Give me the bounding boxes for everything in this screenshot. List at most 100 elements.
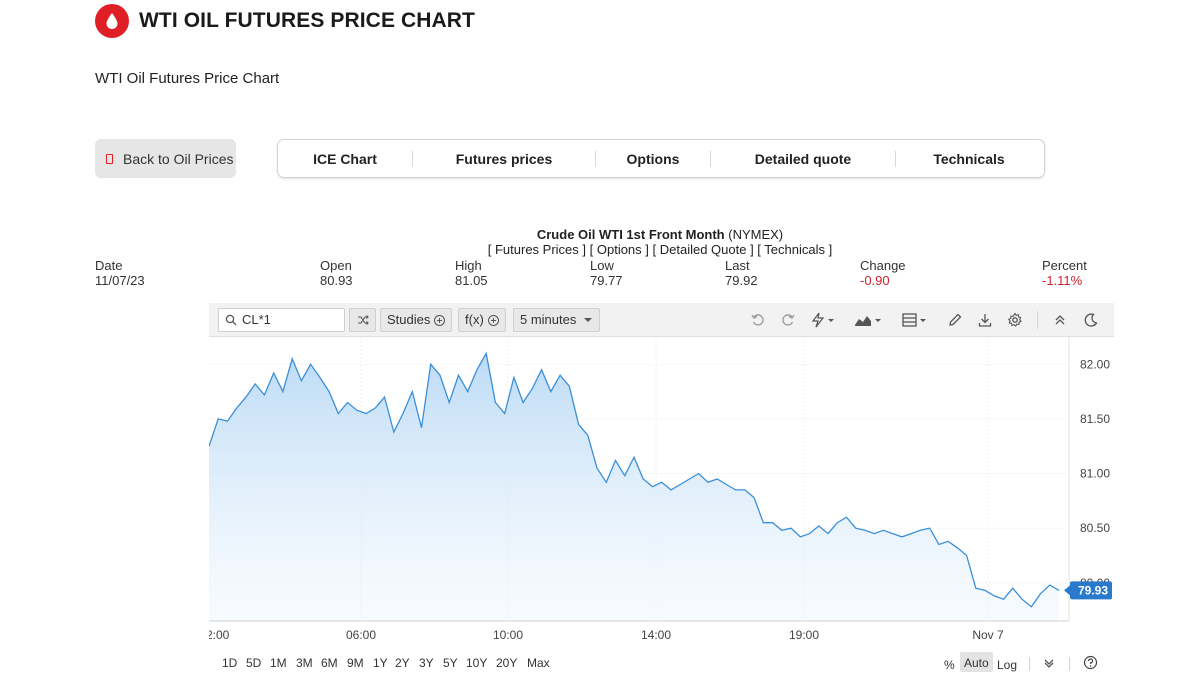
- toolbar-divider: [1037, 311, 1038, 329]
- tab-technicals[interactable]: Technicals: [933, 150, 1005, 167]
- stat-value: -1.11%: [1042, 273, 1083, 288]
- stat-last: Last 79.92: [725, 258, 758, 288]
- x-tick-label: 14:00: [641, 628, 671, 642]
- range-max[interactable]: Max: [527, 656, 550, 670]
- link-technicals[interactable]: Technicals: [764, 242, 825, 257]
- last-price-label: 79.93: [1064, 581, 1112, 600]
- undo-icon[interactable]: [748, 310, 768, 330]
- add-icon: [434, 314, 446, 326]
- oil-drop-icon: [95, 4, 129, 38]
- stat-value: -0.90: [860, 273, 890, 288]
- symbol-value: CL*1: [242, 312, 271, 327]
- stat-label: Low: [590, 258, 614, 273]
- auto-scale-button[interactable]: Auto: [960, 652, 993, 672]
- stat-label: Change: [860, 258, 906, 273]
- range-3y[interactable]: 3Y: [419, 656, 434, 670]
- range-10y[interactable]: 10Y: [466, 656, 488, 670]
- interval-select[interactable]: 5 minutes: [513, 308, 600, 332]
- back-icon: [106, 153, 113, 164]
- range-1y[interactable]: 1Y: [373, 656, 388, 670]
- help-icon[interactable]: [1083, 655, 1098, 675]
- price-area: [209, 353, 1059, 621]
- percent-scale-button[interactable]: %: [944, 658, 955, 672]
- dark-mode-icon[interactable]: [1081, 310, 1101, 330]
- stat-change: Change -0.90: [860, 258, 906, 288]
- x-tick-label: Nov 7: [972, 628, 1004, 642]
- range-divider: [1069, 657, 1070, 671]
- stat-open: Open 80.93: [320, 258, 353, 288]
- tab-divider: [595, 150, 596, 167]
- range-1d[interactable]: 1D: [222, 656, 238, 670]
- stat-label: High: [455, 258, 482, 273]
- chart-widget: CL*1 Studies f(x) 5 minutes: [209, 303, 1114, 645]
- studies-button[interactable]: Studies: [380, 308, 453, 332]
- y-tick-label: 82.00: [1080, 357, 1110, 371]
- range-6m[interactable]: 6M: [321, 656, 338, 670]
- stat-label: Percent: [1042, 258, 1087, 273]
- stat-low: Low 79.77: [590, 258, 623, 288]
- expand-down-icon[interactable]: [1043, 656, 1055, 675]
- settings-icon[interactable]: [1005, 310, 1025, 330]
- studies-label: Studies: [387, 312, 431, 327]
- functions-button[interactable]: f(x): [458, 308, 506, 332]
- functions-label: f(x): [465, 312, 484, 327]
- shuffle-icon: [357, 315, 369, 325]
- chart-type-icon[interactable]: [852, 310, 886, 330]
- pencil-icon[interactable]: [945, 310, 965, 330]
- compare-button[interactable]: [349, 308, 376, 332]
- stat-value: 11/07/23: [95, 273, 145, 288]
- quote-exchange: (NYMEX): [728, 227, 784, 242]
- range-3m[interactable]: 3M: [296, 656, 313, 670]
- stat-label: Date: [95, 258, 123, 273]
- symbol-search-input[interactable]: CL*1: [218, 308, 345, 332]
- range-selector: 1D 5D 1M 3M 6M 9M 1Y 2Y 3Y 5Y 10Y 20Y Ma…: [209, 652, 1114, 675]
- y-tick-label: 80.50: [1080, 521, 1110, 535]
- drawing-tools-icon[interactable]: [809, 310, 839, 330]
- stat-label: Last: [725, 258, 750, 273]
- link-futures-prices[interactable]: Futures Prices: [494, 242, 579, 257]
- stat-value: 81.05: [455, 273, 488, 288]
- range-1m[interactable]: 1M: [270, 656, 287, 670]
- link-detailed-quote[interactable]: Detailed Quote: [659, 242, 747, 257]
- stat-value: 79.77: [590, 273, 623, 288]
- tab-futures-prices[interactable]: Futures prices: [455, 150, 553, 167]
- range-5d[interactable]: 5D: [246, 656, 262, 670]
- x-tick-label: 2:00: [209, 628, 230, 642]
- tab-divider: [895, 150, 896, 167]
- page-title: WTI OIL FUTURES PRICE CHART: [139, 9, 475, 32]
- stat-value: 79.92: [725, 273, 758, 288]
- tab-options[interactable]: Options: [626, 150, 680, 167]
- range-9m[interactable]: 9M: [347, 656, 364, 670]
- layout-icon[interactable]: [899, 310, 933, 330]
- chart-toolbar: CL*1 Studies f(x) 5 minutes: [209, 303, 1114, 337]
- quote-name: Crude Oil WTI 1st Front Month: [536, 227, 725, 242]
- collapse-icon[interactable]: [1050, 310, 1070, 330]
- stat-percent: Percent -1.11%: [1042, 258, 1087, 288]
- download-icon[interactable]: [975, 310, 995, 330]
- back-to-oil-prices-button[interactable]: Back to Oil Prices: [95, 139, 236, 178]
- range-20y[interactable]: 20Y: [496, 656, 518, 670]
- chart-tabs: ICE Chart Futures prices Options Detaile…: [277, 139, 1045, 178]
- quote-title: Crude Oil WTI 1st Front Month (NYMEX): [0, 227, 1200, 242]
- svg-text:79.93: 79.93: [1078, 583, 1108, 597]
- tab-ice-chart[interactable]: ICE Chart: [313, 150, 377, 167]
- log-scale-button[interactable]: Log: [997, 658, 1018, 672]
- range-divider: [1029, 657, 1030, 671]
- link-options[interactable]: Options: [596, 242, 642, 257]
- tab-detailed-quote[interactable]: Detailed quote: [754, 150, 852, 167]
- range-2y[interactable]: 2Y: [395, 656, 410, 670]
- price-line: [209, 351, 1060, 608]
- x-tick-label: 10:00: [493, 628, 523, 642]
- stat-date: Date 11/07/23: [95, 258, 145, 288]
- y-tick-label: 81.00: [1080, 467, 1110, 481]
- page-subtitle: WTI Oil Futures Price Chart: [95, 70, 280, 87]
- redo-icon[interactable]: [778, 310, 798, 330]
- search-icon: [225, 314, 237, 326]
- tab-divider: [412, 150, 413, 167]
- stat-label: Open: [320, 258, 352, 273]
- interval-value: 5 minutes: [520, 312, 577, 327]
- x-tick-label: 06:00: [346, 628, 376, 642]
- range-5y[interactable]: 5Y: [443, 656, 458, 670]
- tab-divider: [710, 150, 711, 167]
